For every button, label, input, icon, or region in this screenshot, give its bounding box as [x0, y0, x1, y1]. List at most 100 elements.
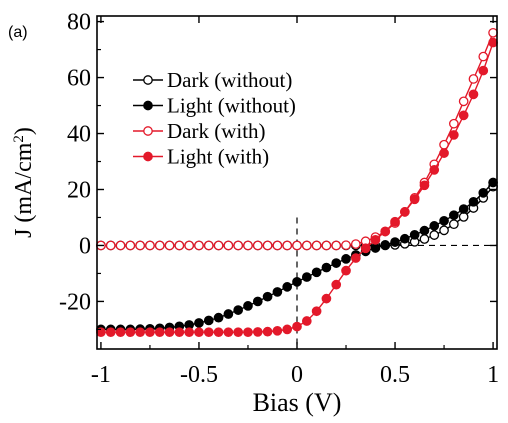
y-axis-label: J (mA/cm2) — [11, 127, 37, 238]
data-point — [449, 130, 459, 140]
y-axis-label-main: J (mA/cm — [11, 142, 37, 238]
panel-label: (a) — [8, 24, 28, 41]
data-point — [203, 315, 214, 326]
legend-item: Light (with) — [133, 145, 269, 169]
data-point — [458, 212, 469, 222]
y-tick-label: 20 — [67, 177, 91, 203]
data-point — [184, 327, 195, 338]
data-point — [203, 327, 214, 338]
data-point — [390, 216, 400, 227]
data-point — [243, 327, 253, 338]
data-point — [409, 229, 420, 240]
data-point — [154, 240, 165, 251]
data-point — [488, 27, 498, 38]
data-point — [341, 240, 351, 251]
data-point — [321, 240, 332, 251]
data-point — [203, 240, 214, 251]
data-point — [213, 240, 224, 251]
data-point — [458, 110, 469, 121]
data-point — [243, 240, 253, 251]
data-point — [125, 240, 136, 251]
data-point — [370, 243, 381, 253]
series-2 — [96, 27, 498, 251]
x-axis-label: Bias (V) — [253, 388, 342, 417]
data-point — [282, 240, 293, 251]
data-point — [331, 258, 342, 268]
data-point — [399, 207, 410, 217]
data-point — [449, 210, 459, 221]
data-point — [194, 240, 204, 251]
series-line — [100, 32, 494, 247]
data-point — [174, 327, 185, 338]
data-point — [115, 327, 126, 338]
data-point — [311, 306, 322, 317]
data-point — [164, 240, 175, 251]
x-tick-label: -1 — [91, 362, 111, 388]
legend-label: Light (with) — [167, 145, 269, 169]
data-point — [115, 240, 126, 251]
data-point — [458, 96, 469, 107]
data-point — [282, 324, 293, 335]
y-tick-label: 0 — [79, 233, 91, 259]
data-point — [488, 37, 498, 48]
legend-marker — [143, 126, 153, 136]
data-point — [488, 177, 498, 188]
legend-marker — [143, 151, 153, 162]
data-point — [331, 240, 342, 251]
data-point — [419, 225, 430, 236]
data-point — [301, 272, 312, 282]
series-layer — [96, 27, 498, 338]
data-point — [311, 240, 322, 251]
data-point — [194, 327, 204, 338]
data-point — [213, 312, 224, 323]
data-point — [449, 118, 459, 129]
x-tick-label: 1 — [487, 362, 499, 388]
data-point — [292, 240, 302, 251]
legend-marker — [143, 100, 153, 111]
data-point — [370, 235, 381, 245]
data-point — [262, 326, 273, 337]
data-point — [429, 230, 440, 240]
data-point — [321, 293, 332, 304]
data-point — [429, 165, 440, 175]
data-point — [154, 327, 165, 338]
data-point — [390, 237, 400, 247]
axis-tick-labels: -1 -0.5 0 0.5 1 -20 0 20 40 60 80 — [59, 10, 499, 388]
data-point — [135, 240, 145, 251]
legend-item: Light (without) — [133, 94, 296, 118]
data-point — [331, 279, 342, 290]
data-point — [105, 240, 116, 251]
data-point — [125, 327, 136, 338]
data-point — [311, 267, 322, 278]
data-point — [301, 240, 312, 251]
data-point — [243, 301, 253, 311]
data-point — [252, 240, 263, 251]
data-point — [399, 233, 410, 244]
data-point — [380, 226, 391, 237]
data-point — [478, 188, 489, 198]
data-point — [135, 327, 145, 338]
y-tick-label: 60 — [67, 66, 91, 92]
x-tick-label: 0.5 — [380, 362, 410, 388]
data-point — [341, 254, 351, 264]
data-point — [419, 234, 430, 244]
reference-lines — [296, 217, 497, 349]
data-point — [262, 240, 273, 251]
data-point — [449, 219, 459, 230]
data-point — [341, 265, 351, 276]
y-axis-label-close: ) — [11, 127, 37, 135]
axis-ticks — [97, 16, 497, 349]
data-point — [468, 74, 479, 84]
data-point — [360, 243, 371, 254]
data-point — [292, 276, 302, 287]
data-point — [419, 180, 430, 191]
data-point — [174, 240, 185, 251]
series-3 — [96, 37, 498, 338]
data-point — [380, 240, 391, 250]
data-point — [292, 321, 302, 332]
data-point — [350, 239, 361, 249]
data-point — [478, 65, 489, 76]
legend-label: Light (without) — [167, 94, 296, 118]
data-point — [213, 327, 224, 338]
